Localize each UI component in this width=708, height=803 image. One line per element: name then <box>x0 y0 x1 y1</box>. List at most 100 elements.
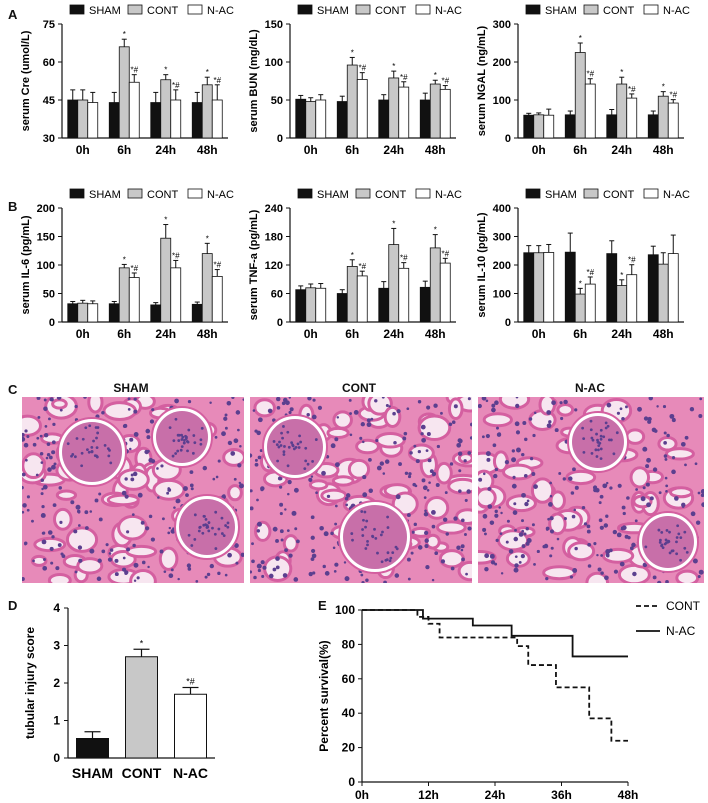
nucleus <box>126 530 130 534</box>
nucleus <box>664 476 668 480</box>
nucleus <box>528 417 533 421</box>
nucleus <box>574 485 579 490</box>
nucleus <box>467 526 472 531</box>
bar-n-ac-0h <box>543 252 555 323</box>
nucleus <box>485 399 489 403</box>
nucleus <box>393 440 397 445</box>
tubule-lumen <box>129 568 157 583</box>
x-tick-label: 48h <box>425 143 446 157</box>
nucleus <box>543 543 549 549</box>
nucleus <box>699 397 703 401</box>
glomerular-nucleus <box>599 437 603 441</box>
nucleus <box>599 494 604 499</box>
glomerular-nucleus <box>366 539 369 543</box>
nucleus <box>649 496 654 501</box>
x-tick-label: 48h <box>197 143 218 157</box>
nucleus <box>426 405 431 410</box>
legend-label-cont: CONT <box>603 189 634 201</box>
nucleus <box>559 401 563 405</box>
nucleus <box>267 408 273 414</box>
nucleus <box>549 494 553 498</box>
nucleus <box>512 510 518 515</box>
nucleus <box>281 401 286 406</box>
glomerular-nucleus <box>278 440 281 444</box>
nucleus <box>23 442 29 448</box>
nucleus <box>288 410 292 415</box>
nucleus <box>101 410 105 415</box>
nucleus <box>700 489 704 494</box>
nucleus <box>233 477 237 481</box>
bar-sham-6h <box>108 303 120 323</box>
nucleus <box>324 571 330 576</box>
y-tick-label: 75 <box>43 19 55 31</box>
nucleus <box>484 553 490 559</box>
nucleus <box>478 403 482 409</box>
nucleus <box>427 458 432 463</box>
bar-sham-48h <box>191 303 203 323</box>
nucleus <box>44 425 48 428</box>
nucleus <box>312 398 316 402</box>
nucleus <box>381 397 385 399</box>
glomerular-nucleus <box>71 453 75 456</box>
tubule-lumen <box>331 475 355 487</box>
nucleus <box>599 525 604 530</box>
nucleus <box>478 477 483 482</box>
nucleus <box>122 556 126 560</box>
y-tick-label: 100 <box>37 260 55 272</box>
nucleus <box>458 489 462 493</box>
glomerular-nucleus <box>180 433 183 437</box>
nucleus <box>349 433 353 437</box>
bar-sham-6h <box>336 101 348 139</box>
glomerular-nucleus <box>676 524 680 528</box>
tubule-lumen <box>629 466 651 489</box>
glomerular-nucleus <box>291 444 295 448</box>
bar-chart-4: SHAM CONT N-AC 0 60 120 180 240 serum TNF-a (pg/… <box>248 188 462 341</box>
nucleus <box>276 406 281 410</box>
bar-cont-0h <box>533 252 545 323</box>
nucleus <box>234 543 239 548</box>
glomerular-nucleus <box>277 445 281 449</box>
y-tick-label: 0 <box>49 317 55 329</box>
nucleus <box>621 525 627 531</box>
y-tick-label: 200 <box>37 203 55 215</box>
glomerular-nucleus <box>675 540 678 544</box>
nucleus <box>394 573 400 578</box>
histology-label-cont: CONT <box>342 381 376 395</box>
nucleus <box>467 451 472 455</box>
nucleus <box>333 570 337 573</box>
tubule-lumen <box>320 488 348 503</box>
nucleus <box>689 407 695 412</box>
x-tick-label: 6h <box>117 327 131 341</box>
nucleus <box>293 487 299 493</box>
y-tick-label: 150 <box>37 232 55 244</box>
tubule-lumen <box>478 487 497 509</box>
nucleus <box>224 426 228 430</box>
glomerular-nucleus <box>197 529 201 533</box>
nucleus <box>240 552 244 557</box>
legend-swatch-cont <box>583 4 599 15</box>
nucleus <box>231 397 235 399</box>
y-tick-label: 100 <box>335 603 355 617</box>
glomerular-nucleus <box>298 434 301 438</box>
glomerular-nucleus <box>176 433 180 437</box>
y-tick-label: 50 <box>271 95 283 107</box>
nucleus <box>508 549 514 554</box>
legend-label-sham: SHAM <box>317 5 349 17</box>
legend-swatch-cont <box>355 188 371 199</box>
panel-letter-e: E <box>318 598 327 613</box>
x-tick-label: 6h <box>573 327 587 341</box>
glomerular-nucleus <box>224 524 227 527</box>
glomerular-nucleus <box>366 543 369 547</box>
nucleus <box>145 428 151 434</box>
nucleus <box>42 484 48 490</box>
nucleus <box>700 493 704 498</box>
glomerular-nucleus <box>109 461 113 465</box>
x-tick-label: 6h <box>117 143 131 157</box>
glomerular-nucleus <box>217 527 221 531</box>
x-tick-label: 48h <box>197 327 218 341</box>
nucleus <box>51 464 56 470</box>
x-tick-label: SHAM <box>72 765 113 781</box>
nucleus <box>674 496 679 501</box>
nucleus <box>330 531 334 536</box>
glomerular-nucleus <box>290 441 294 445</box>
